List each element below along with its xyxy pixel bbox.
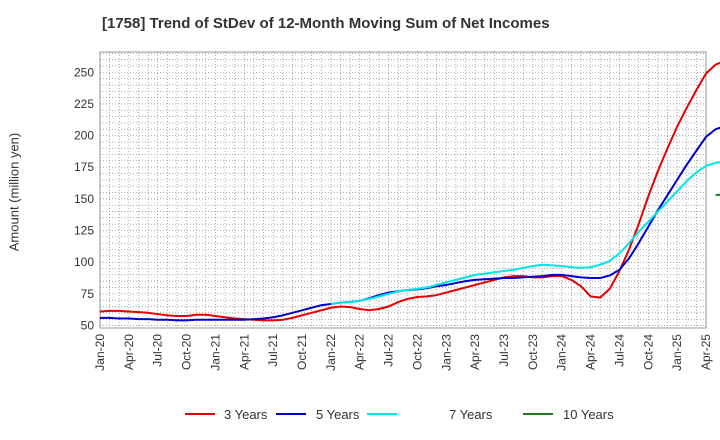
legend-label-3-years: 3 Years xyxy=(224,407,268,422)
plot-area xyxy=(99,51,707,329)
x-tick-label: Oct-21 xyxy=(295,334,309,370)
x-tick-label: Jul-24 xyxy=(612,334,626,367)
y-tick-label: 150 xyxy=(74,192,94,206)
x-tick-label: Apr-25 xyxy=(699,334,713,370)
y-tick-label: 225 xyxy=(74,97,94,111)
series-line-3-years xyxy=(99,61,720,322)
y-tick-label: 200 xyxy=(74,129,94,143)
x-tick-labels: Jan-20 Apr-20 Jul-20 Oct-20 Jan-21 Apr-21 Jul-… xyxy=(93,334,713,371)
y-tick-label: 250 xyxy=(74,65,94,79)
x-tick-label: Apr-22 xyxy=(353,334,367,370)
x-tick-label: Oct-22 xyxy=(410,334,424,370)
series-line-7-years xyxy=(330,161,720,305)
legend: 3 Years 5 Years 7 Years 10 Years xyxy=(185,407,614,422)
x-tick-label: Jan-20 xyxy=(93,334,107,371)
x-tick-label: Jul-21 xyxy=(266,334,280,367)
grid-layer xyxy=(99,52,707,328)
legend-label-7-years: 7 Years xyxy=(449,407,493,422)
x-tick-label: Jan-25 xyxy=(670,334,684,371)
chart-title: [1758] Trend of StDev of 12-Month Moving… xyxy=(102,15,550,32)
series-layer xyxy=(99,61,720,322)
x-tick-label: Apr-23 xyxy=(468,334,482,370)
y-tick-labels: 50 75 100 125 150 175 200 225 250 xyxy=(74,65,94,332)
x-tick-label: Jul-20 xyxy=(151,334,165,367)
x-tick-label: Jul-22 xyxy=(382,334,396,367)
y-tick-label: 125 xyxy=(74,224,94,238)
x-tick-label: Jan-24 xyxy=(555,334,569,371)
x-tick-label: Oct-20 xyxy=(180,334,194,370)
x-tick-label: Jan-23 xyxy=(439,334,453,371)
y-tick-label: 175 xyxy=(74,160,94,174)
x-tick-label: Apr-20 xyxy=(122,334,136,370)
x-tick-label: Jan-21 xyxy=(208,334,222,371)
x-tick-label: Oct-24 xyxy=(641,334,655,370)
x-tick-label: Jul-23 xyxy=(497,334,511,367)
y-tick-label: 50 xyxy=(81,318,95,332)
y-tick-label: 100 xyxy=(74,255,94,269)
legend-label-10-years: 10 Years xyxy=(563,407,614,422)
x-tick-label: Apr-21 xyxy=(237,334,251,370)
y-tick-label: 75 xyxy=(81,287,95,301)
x-tick-label: Jan-22 xyxy=(324,334,338,371)
x-tick-label: Oct-23 xyxy=(526,334,540,370)
series-line-10-years xyxy=(715,193,720,197)
x-tick-label: Apr-24 xyxy=(584,334,598,370)
legend-label-5-years: 5 Years xyxy=(316,407,360,422)
